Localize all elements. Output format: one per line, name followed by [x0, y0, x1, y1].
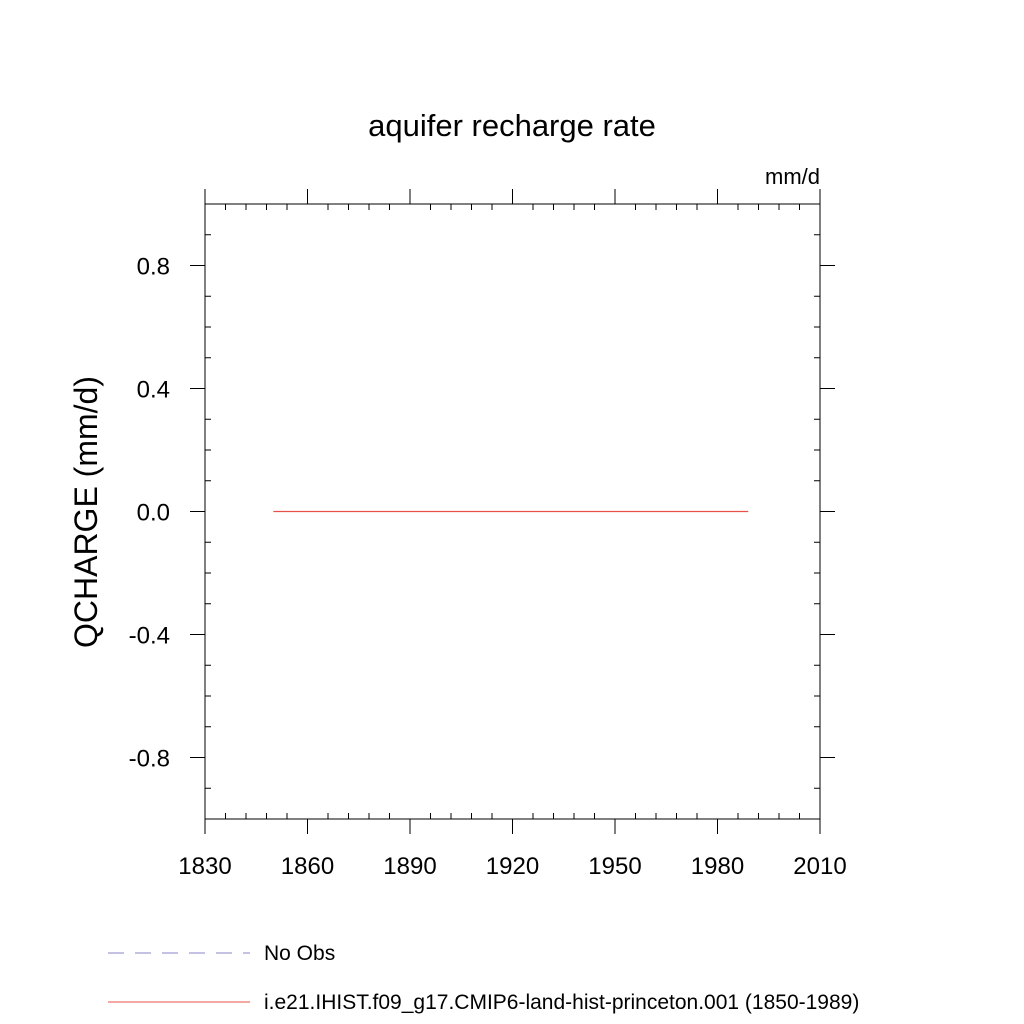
- legend: No Obs i.e21.IHIST.f09_g17.CMIP6-land-his…: [108, 942, 859, 1014]
- y-tick-label: -0.4: [129, 623, 170, 650]
- x-tick-label: 1890: [383, 853, 436, 880]
- x-tick-label: 1950: [588, 853, 641, 880]
- chart-title: aquifer recharge rate: [368, 108, 656, 143]
- y-axis-label: QCHARGE (mm/d): [68, 376, 104, 648]
- x-tick-label: 1830: [178, 853, 231, 880]
- x-tick-label: 1920: [486, 853, 539, 880]
- y-tick-label: 0.0: [137, 500, 170, 527]
- legend-label: No Obs: [264, 942, 335, 965]
- legend-label: i.e21.IHIST.f09_g17.CMIP6-land-hist-prin…: [264, 991, 859, 1014]
- x-tick-label: 1980: [691, 853, 744, 880]
- axes: 1830 1860 1890 1920 1950 1980 2010 0.8 0.4 0.0 -0.…: [129, 189, 847, 880]
- units-label: mm/d: [765, 164, 820, 189]
- y-tick-label: 0.4: [137, 377, 170, 404]
- x-tick-label: 2010: [793, 853, 846, 880]
- x-tick-label: 1860: [281, 853, 334, 880]
- y-tick-label: 0.8: [137, 254, 170, 281]
- y-tick-label: -0.8: [129, 746, 170, 773]
